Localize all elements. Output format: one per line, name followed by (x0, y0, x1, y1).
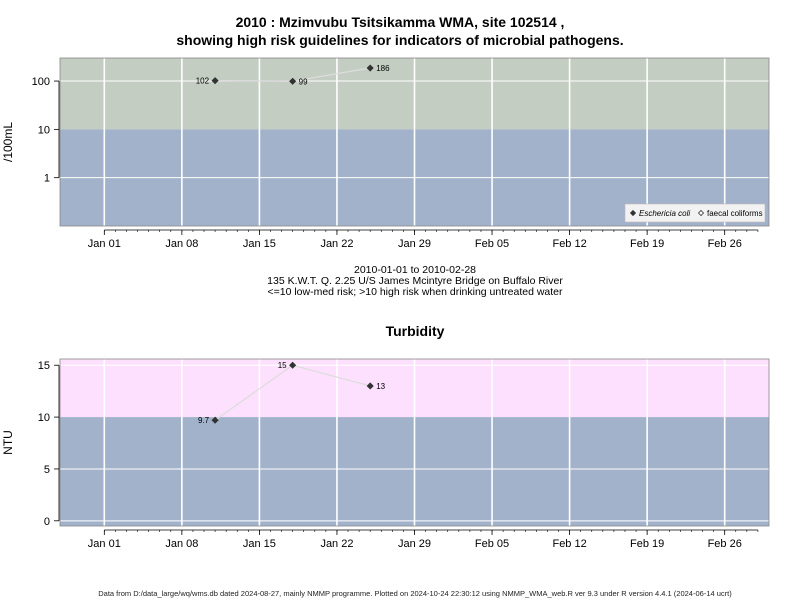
x-tick-label: Feb 12 (552, 238, 586, 250)
data-point (211, 77, 219, 85)
x-tick-label: Jan 08 (165, 538, 198, 550)
x-tick-label: Feb 12 (552, 538, 586, 550)
y-tick-label: 10 (38, 124, 50, 136)
x-tick-label: Jan 29 (398, 538, 431, 550)
y-tick-label: 10 (38, 412, 50, 424)
data-point (366, 64, 374, 72)
y-axis-title: NTU (1, 430, 15, 455)
chart-title-line1: 2010 : Mzimvubu Tsitsikamma WMA, site 10… (235, 14, 565, 30)
site-location-caption: 135 K.W.T. Q. 2.25 U/S James Mcintyre Br… (267, 275, 563, 287)
x-tick-label: Jan 29 (398, 238, 431, 250)
plot-frame (59, 57, 770, 227)
x-tick-label: Feb 19 (630, 538, 664, 550)
y-tick-label: 100 (32, 76, 50, 88)
x-tick-label: Jan 22 (320, 538, 353, 550)
x-tick-label: Jan 22 (320, 238, 353, 250)
data-label: 9.7 (198, 416, 210, 425)
data-label: 186 (376, 64, 390, 73)
data-label: 15 (278, 361, 287, 370)
x-tick-label: Feb 19 (630, 238, 664, 250)
turbidity-chart-title: Turbidity (385, 323, 445, 339)
legend-marker (697, 209, 705, 217)
legend-marker (629, 209, 637, 217)
legend: Eschericia coli faecal coliforms (624, 203, 766, 223)
x-tick-label: Feb 26 (708, 238, 742, 250)
y-tick-label: 5 (44, 464, 50, 476)
data-point (366, 382, 374, 390)
data-label: 102 (196, 77, 210, 86)
risk-note-caption: <=10 low-med risk; >10 high risk when dr… (267, 286, 563, 298)
x-tick-label: Feb 05 (475, 238, 509, 250)
data-point (289, 361, 297, 369)
y-tick-label: 1 (44, 173, 50, 185)
data-point (211, 416, 219, 424)
legend-label: faecal coliforms (707, 209, 763, 218)
legend-label: Eschericia coli (639, 209, 690, 218)
data-label: 13 (376, 382, 385, 391)
x-tick-label: Jan 15 (243, 538, 276, 550)
y-axis-title: /100mL (1, 122, 15, 162)
x-tick-label: Jan 01 (88, 238, 121, 250)
x-tick-label: Jan 01 (88, 538, 121, 550)
date-range-caption: 2010-01-01 to 2010-02-28 (353, 264, 476, 276)
x-tick-label: Feb 05 (475, 538, 509, 550)
y-tick-label: 15 (38, 360, 50, 372)
x-tick-label: Jan 08 (165, 238, 198, 250)
x-tick-label: Feb 26 (708, 538, 742, 550)
legend-box (624, 203, 766, 223)
y-tick-label: 0 (44, 516, 50, 528)
plot-frame (59, 358, 770, 527)
data-point (289, 77, 297, 85)
footer-data-source: Data from D:/data_large/wq/wms.db dated … (98, 589, 732, 598)
data-label: 99 (299, 77, 308, 86)
chart-title-line2: showing high risk guidelines for indicat… (176, 32, 624, 48)
x-tick-label: Jan 15 (243, 238, 276, 250)
